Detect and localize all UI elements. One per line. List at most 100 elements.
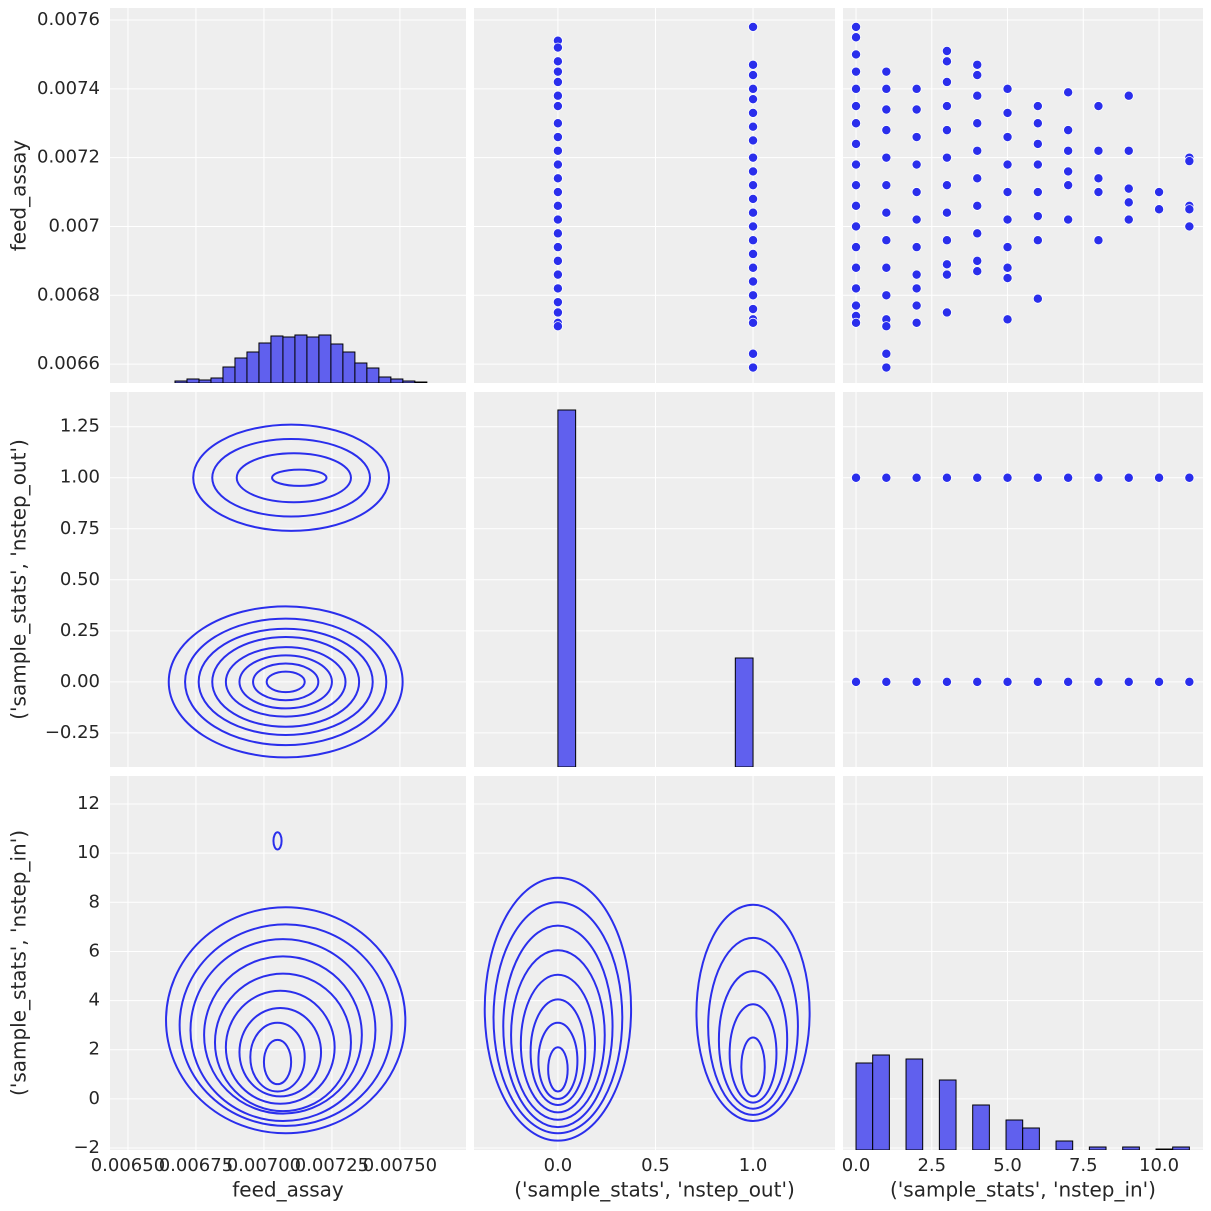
kde-contour: [695, 903, 811, 1123]
y-tick-label: 0.75: [60, 518, 100, 539]
scatter-point: [552, 132, 563, 143]
histogram-bar: [330, 343, 344, 383]
scatter-point: [552, 242, 563, 253]
scatter-point: [748, 262, 759, 273]
y-tick-label: 0.00: [60, 671, 100, 692]
kde-contour: [537, 1021, 579, 1100]
scatter-point: [1063, 145, 1074, 156]
scatter-point: [552, 307, 563, 318]
scatter-point: [972, 200, 983, 211]
scatter-point: [941, 207, 952, 218]
scatter-point: [1032, 187, 1043, 198]
scatter-point: [911, 214, 922, 225]
kde-contour: [189, 938, 377, 1123]
scatter-point: [748, 70, 759, 81]
scatter-point: [1002, 132, 1013, 143]
scatter-point: [552, 283, 563, 294]
kde-contour: [213, 972, 352, 1113]
scatter-point: [748, 248, 759, 259]
scatter-point: [748, 317, 759, 328]
scatter-point: [748, 235, 759, 246]
scatter-point: [881, 290, 892, 301]
scatter-point: [552, 321, 563, 332]
scatter-point: [881, 262, 892, 273]
scatter-point: [911, 676, 922, 687]
kde-contour: [249, 1021, 306, 1093]
scatter-point: [972, 118, 983, 129]
y-tick-label: 0.50: [60, 569, 100, 590]
kde-contour: [197, 627, 374, 736]
scatter-point: [1002, 472, 1013, 483]
scatter-point: [1123, 145, 1134, 156]
scatter-point: [851, 221, 862, 232]
scatter-point: [552, 269, 563, 280]
kde-contour: [252, 662, 320, 702]
scatter-point: [851, 49, 862, 60]
y-tick-label: 0: [89, 1088, 100, 1109]
scatter-point: [552, 66, 563, 77]
scatter-point: [881, 321, 892, 332]
kde-contour: [483, 876, 633, 1142]
scatter-point: [881, 235, 892, 246]
histogram-bar: [318, 334, 332, 383]
scatter-point: [851, 138, 862, 149]
scatter-point: [1093, 187, 1104, 198]
scatter-point: [881, 676, 892, 687]
scatter-point: [941, 676, 952, 687]
scatter-point: [851, 21, 862, 32]
scatter-point: [941, 46, 952, 57]
histogram-bar: [258, 342, 272, 383]
scatter-point: [851, 83, 862, 94]
scatter-point: [881, 66, 892, 77]
scatter-point: [972, 255, 983, 266]
scatter-point: [552, 42, 563, 53]
histogram-bar: [905, 1058, 924, 1150]
scatter-point: [972, 90, 983, 101]
scatter-point: [552, 159, 563, 170]
histogram-bar: [402, 380, 416, 383]
scatter-point: [851, 262, 862, 273]
y-tick-label: 10: [77, 842, 100, 863]
scatter-point: [911, 269, 922, 280]
scatter-point: [851, 676, 862, 687]
scatter-point: [748, 348, 759, 359]
panel-background: [110, 8, 466, 383]
scatter-point: [1154, 187, 1165, 198]
scatter-point: [1123, 214, 1134, 225]
scatter-point: [941, 307, 952, 318]
kde-contour: [178, 923, 393, 1127]
scatter-point: [1184, 204, 1195, 215]
scatter-point: [552, 255, 563, 266]
histogram-bar: [282, 336, 296, 383]
kde-contour: [529, 998, 587, 1107]
histogram-bar: [294, 334, 308, 383]
scatter-point: [851, 472, 862, 483]
scatter-point: [1002, 214, 1013, 225]
histogram-bar: [1005, 1119, 1024, 1150]
y-tick-label: 0.0066: [37, 353, 100, 374]
scatter-point: [1063, 180, 1074, 191]
scatter-point: [911, 187, 922, 198]
scatter-point: [1002, 159, 1013, 170]
scatter-point: [851, 283, 862, 294]
scatter-point: [941, 235, 952, 246]
scatter-point: [748, 152, 759, 163]
scatter-point: [851, 32, 862, 43]
y-axis-label: ('sample_stats', 'nstep_in'): [7, 830, 31, 1096]
scatter-point: [1032, 211, 1043, 222]
kde-contour: [265, 670, 306, 694]
histogram-bar: [1122, 1146, 1140, 1150]
kde-contour: [184, 617, 388, 747]
scatter-point: [1032, 293, 1043, 304]
y-axis-label: feed_assay: [7, 140, 31, 252]
panel-marks: [483, 876, 811, 1142]
panel-marks: [552, 21, 759, 373]
scatter-point: [1093, 472, 1104, 483]
kde-contour: [167, 605, 404, 759]
scatter-point: [552, 145, 563, 156]
kde-contour: [728, 1003, 778, 1104]
scatter-point: [1002, 314, 1013, 325]
histogram-bar: [342, 351, 356, 383]
scatter-point: [1002, 187, 1013, 198]
